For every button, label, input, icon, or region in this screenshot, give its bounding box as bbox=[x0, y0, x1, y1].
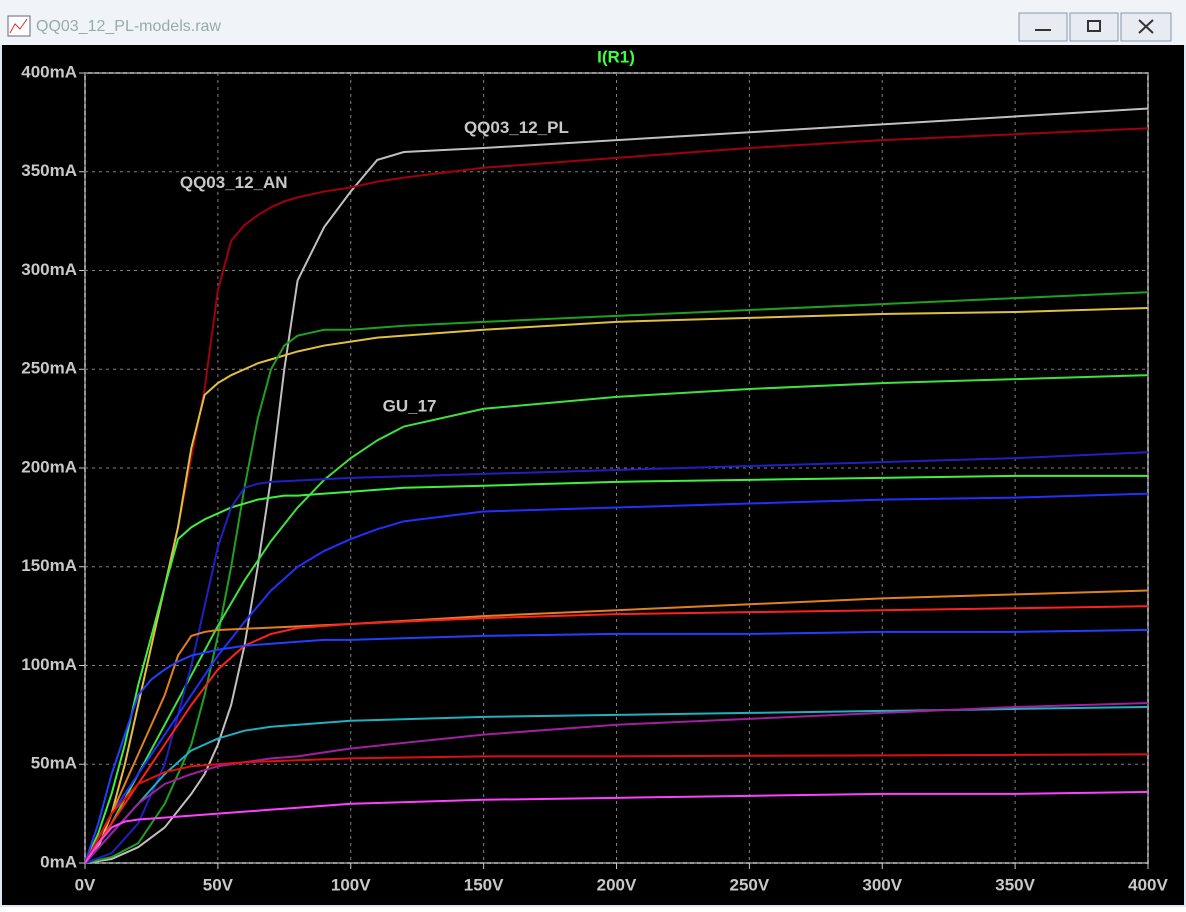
series-line bbox=[84, 291, 1149, 864]
series-line bbox=[84, 753, 1149, 864]
y-tick-label: 150mA bbox=[21, 556, 77, 575]
x-tick-label: 50V bbox=[203, 875, 234, 894]
annotation: QQ03_12_AN bbox=[180, 173, 288, 192]
y-tick-label: 100mA bbox=[21, 655, 77, 674]
series-line bbox=[84, 628, 1149, 864]
series-line bbox=[84, 474, 1148, 864]
series-line bbox=[84, 307, 1149, 864]
plot-background bbox=[2, 45, 1184, 905]
maximize-icon bbox=[1087, 20, 1101, 32]
app-icon-graph bbox=[9, 18, 28, 34]
y-tick-label: 200mA bbox=[21, 457, 77, 476]
series-line bbox=[84, 589, 1149, 864]
annotation: GU_17 bbox=[383, 396, 437, 415]
series-line bbox=[84, 492, 1149, 864]
window-title: QQ03_12_PL-models.raw bbox=[36, 18, 221, 35]
x-tick-label: 250V bbox=[730, 875, 770, 894]
x-tick-label: 150V bbox=[464, 875, 504, 894]
series-line bbox=[84, 702, 1149, 864]
y-tick-label: 50mA bbox=[31, 754, 77, 773]
y-tick-label: 300mA bbox=[21, 260, 77, 279]
x-tick-label: 0V bbox=[75, 875, 96, 894]
y-tick-label: 350mA bbox=[21, 161, 77, 180]
series-line bbox=[84, 107, 1149, 864]
y-tick-label: 250mA bbox=[21, 359, 77, 378]
close-icon bbox=[1138, 19, 1154, 34]
annotation: QQ03_12_PL bbox=[464, 118, 569, 137]
plot-layer: 0mA 50mA 100mA 150mA 200mA 250mA 300mA 350mA 400… bbox=[21, 62, 1168, 894]
app-icon bbox=[7, 15, 31, 37]
minimize-button[interactable] bbox=[1018, 12, 1068, 42]
series-line bbox=[84, 605, 1149, 864]
y-tick-label: 400mA bbox=[21, 62, 77, 81]
series-line bbox=[84, 790, 1149, 864]
y-tick-label: 0mA bbox=[40, 852, 77, 871]
series-line bbox=[84, 705, 1149, 864]
title-bar bbox=[0, 0, 1186, 45]
x-tick-label: 300V bbox=[862, 875, 902, 894]
x-tick-label: 350V bbox=[995, 875, 1035, 894]
x-tick-label: 200V bbox=[597, 875, 637, 894]
chart-title: I(R1) bbox=[597, 47, 635, 66]
x-tick-label: 400V bbox=[1128, 875, 1168, 894]
x-tick-label: 100V bbox=[331, 875, 371, 894]
maximize-button[interactable] bbox=[1069, 12, 1119, 42]
